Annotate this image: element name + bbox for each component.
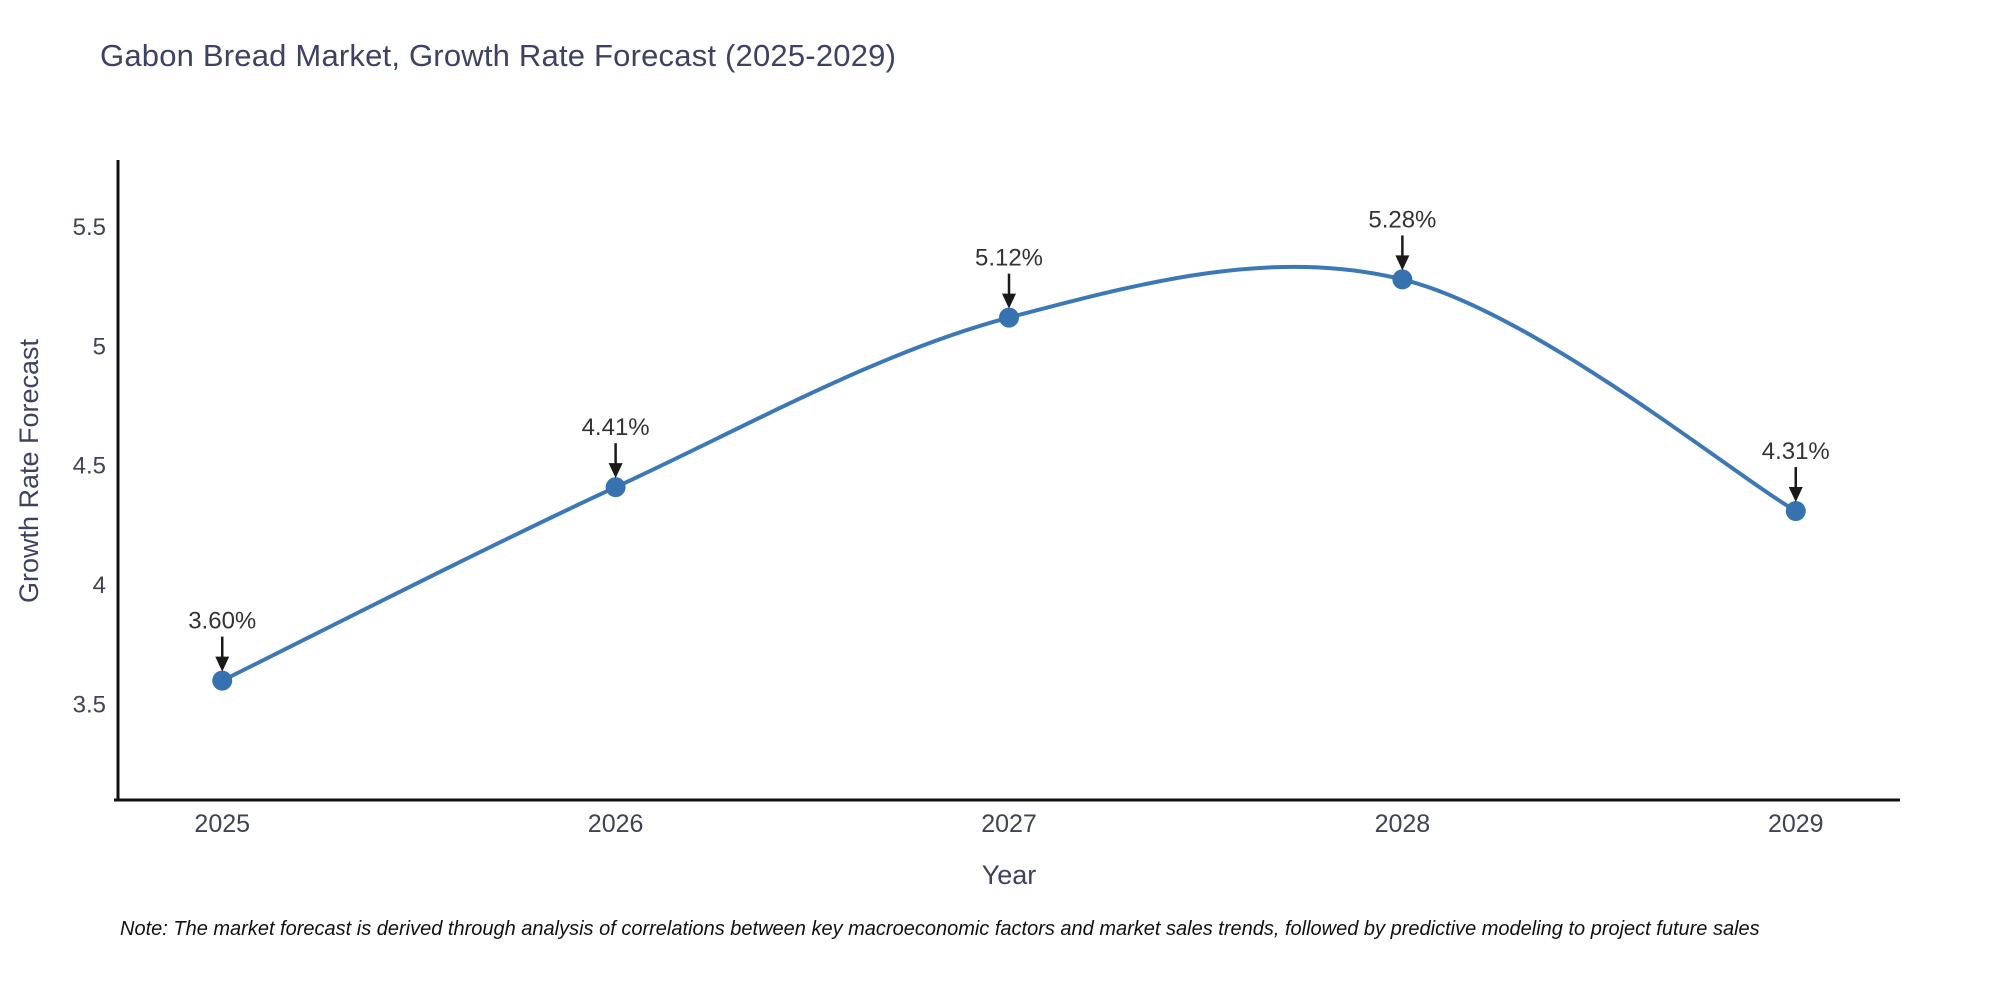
y-tick-label: 5.5 — [73, 214, 106, 241]
data-point-marker — [1785, 501, 1806, 522]
data-point-label: 3.60% — [188, 608, 256, 635]
data-point-marker — [1392, 269, 1413, 290]
annotation-arrow-head — [215, 656, 230, 672]
chart-title: Gabon Bread Market, Growth Rate Forecast… — [100, 38, 897, 73]
x-tick-label: 2025 — [194, 810, 250, 838]
x-tick-label: 2029 — [1768, 810, 1824, 838]
data-point-label: 4.31% — [1762, 438, 1830, 465]
data-point-marker — [212, 670, 233, 691]
annotation-arrow-head — [1788, 487, 1803, 503]
trend-line — [221, 264, 1797, 683]
data-point-marker — [605, 477, 626, 498]
y-tick-label: 5 — [93, 333, 106, 360]
x-tick-label: 2026 — [588, 810, 644, 838]
x-axis-title: Year — [981, 860, 1037, 890]
y-tick-label: 4.5 — [73, 453, 106, 480]
y-tick-label: 3.5 — [73, 691, 106, 718]
data-point-marker — [999, 307, 1019, 328]
data-point-label: 5.12% — [975, 245, 1043, 272]
y-tick-label: 4 — [93, 572, 106, 599]
data-point-label: 4.41% — [582, 414, 650, 441]
data-point-label: 5.28% — [1368, 206, 1436, 233]
footnote: Note: The market forecast is derived thr… — [120, 918, 1760, 940]
x-tick-label: 2027 — [981, 810, 1037, 838]
annotation-arrow-head — [608, 463, 623, 479]
x-tick-label: 2028 — [1375, 810, 1431, 838]
annotation-arrow-head — [1002, 293, 1016, 309]
annotation-arrow-head — [1395, 255, 1410, 271]
